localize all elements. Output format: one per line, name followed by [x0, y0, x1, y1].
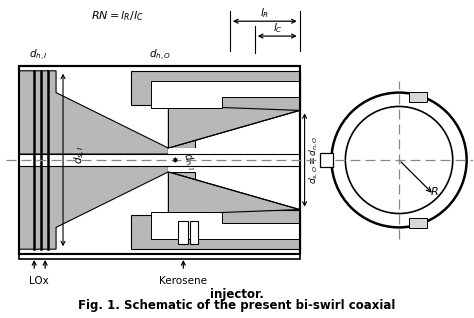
- Text: $d_{n,I}$: $d_{n,I}$: [178, 151, 199, 173]
- Polygon shape: [131, 71, 300, 148]
- Text: R: R: [431, 187, 438, 197]
- Text: Fig. 1. Schematic of the present bi-swirl coaxial: Fig. 1. Schematic of the present bi-swir…: [78, 299, 396, 312]
- Bar: [319, 153, 333, 167]
- Text: $RN = l_R/l_C$: $RN = l_R/l_C$: [91, 9, 144, 23]
- Bar: [19, 66, 300, 254]
- Text: injector.: injector.: [210, 288, 264, 301]
- Bar: [168, 148, 300, 172]
- Text: $d_{h,O}$: $d_{h,O}$: [148, 48, 171, 64]
- Text: $d_{s,O}\equiv d_{n,O}$: $d_{s,O}\equiv d_{n,O}$: [308, 136, 320, 184]
- Polygon shape: [151, 81, 300, 108]
- Text: LOx: LOx: [29, 276, 49, 286]
- Text: $l_R$: $l_R$: [260, 6, 269, 20]
- Text: $d_{h,I}$: $d_{h,I}$: [29, 48, 48, 64]
- Bar: [19, 254, 300, 259]
- Circle shape: [327, 88, 472, 232]
- Polygon shape: [131, 172, 300, 249]
- Bar: [19, 66, 300, 254]
- Bar: [178, 221, 188, 244]
- Text: $d_{s,I}$: $d_{s,I}$: [73, 146, 88, 164]
- Text: $l_C$: $l_C$: [273, 21, 283, 35]
- Bar: [190, 221, 198, 244]
- Polygon shape: [151, 211, 300, 239]
- Polygon shape: [19, 166, 168, 249]
- Polygon shape: [19, 71, 168, 154]
- Polygon shape: [168, 172, 300, 215]
- Text: Kerosene: Kerosene: [159, 276, 207, 286]
- Bar: [19, 154, 168, 166]
- Bar: [409, 93, 427, 102]
- Bar: [409, 218, 427, 228]
- Polygon shape: [168, 106, 300, 148]
